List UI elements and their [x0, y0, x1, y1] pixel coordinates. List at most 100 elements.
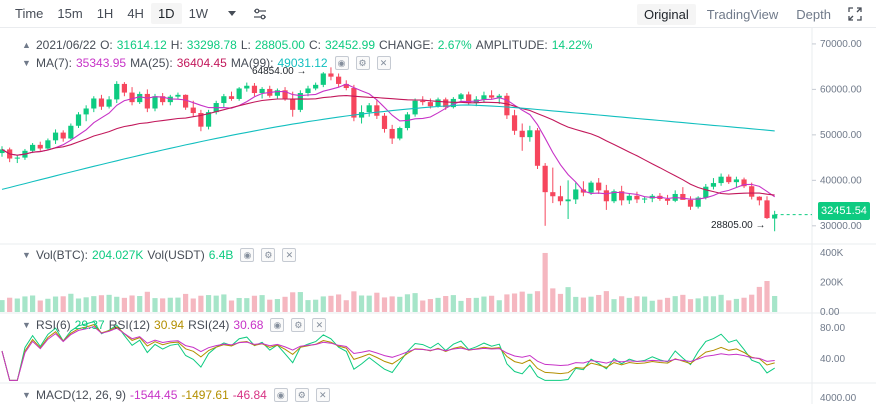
rsi6-line [1, 321, 775, 381]
timeframe-4h[interactable]: 4H [127, 6, 144, 21]
tab-depth[interactable]: Depth [796, 6, 831, 22]
price-axis-label: 40000.00 [820, 175, 862, 186]
candle-body [680, 193, 686, 200]
volume-bar [580, 297, 586, 312]
close-icon[interactable]: ✕ [376, 56, 391, 70]
candle-body [527, 130, 533, 138]
volume-bar [297, 292, 303, 312]
timeframe-1h[interactable]: 1H [96, 6, 114, 21]
visibility-eye-icon[interactable]: ◉ [270, 318, 285, 332]
tab-original[interactable]: Original [636, 3, 696, 25]
collapse-caret-icon[interactable]: ▼ [22, 390, 31, 400]
candle-body [160, 96, 166, 103]
volume-bar [228, 300, 235, 312]
volume-bar [320, 296, 326, 312]
change-label: CHANGE: [379, 38, 434, 52]
indicator-settings-icon[interactable] [249, 3, 271, 25]
candle-body [175, 94, 181, 97]
high-label: H: [170, 38, 183, 52]
volume-bar [37, 300, 43, 312]
timeframe-1w[interactable]: 1W [188, 6, 209, 21]
candle-body [0, 149, 5, 154]
expand-icon[interactable] [842, 3, 868, 25]
volume-bar [756, 286, 762, 312]
volume-bar [274, 299, 280, 312]
volume-bar [680, 294, 686, 312]
volume-bar [14, 298, 20, 312]
timeframe-1d[interactable]: 1D [150, 3, 182, 24]
volume-bar [772, 295, 778, 312]
settings-gear-icon[interactable]: ⚙ [291, 318, 306, 332]
volume-bar [534, 291, 541, 312]
close-icon[interactable]: ✕ [315, 388, 330, 402]
candle-body [626, 195, 632, 201]
macd-value-1: -1544.45 [130, 388, 178, 402]
volume-bar [527, 293, 533, 312]
volume-bar [52, 296, 59, 312]
collapse-caret-icon[interactable]: ▲ [22, 40, 31, 50]
volume-bar [726, 300, 732, 312]
candle-body [190, 107, 196, 114]
high-value: 33298.78 [186, 38, 237, 52]
candle-body [726, 176, 732, 183]
volume-bar [404, 294, 411, 312]
visibility-eye-icon[interactable]: ◉ [273, 388, 288, 402]
candle-body [205, 112, 212, 127]
candle-body [772, 214, 778, 219]
candle-body [573, 189, 579, 200]
amplitude-value: 14.22% [551, 38, 593, 52]
candle-body [60, 132, 66, 139]
rsi12-value: 30.94 [154, 318, 185, 332]
close-icon[interactable]: ✕ [282, 248, 297, 262]
collapse-caret-icon[interactable]: ▼ [22, 58, 31, 68]
ma7-line [1, 83, 776, 200]
volume-bar [504, 294, 510, 312]
ma25-line [1, 95, 775, 196]
volume-axis-label: 0.00 [820, 307, 840, 318]
dropdown-triangle-icon[interactable] [221, 3, 243, 25]
close-icon[interactable]: ✕ [312, 318, 327, 332]
rsi-axis-label: 80.00 [820, 323, 845, 334]
tab-tradingview[interactable]: TradingView [706, 6, 779, 22]
volume-bar [389, 296, 395, 312]
timeframe-15m[interactable]: 15m [57, 6, 83, 21]
volume-bar [481, 296, 487, 312]
volume-bar [550, 288, 556, 312]
close-value: 32452.99 [324, 38, 375, 52]
volume-bar [603, 291, 609, 312]
candle-body [358, 112, 365, 118]
volume-bar [183, 293, 189, 312]
candle-body [511, 115, 518, 131]
visibility-eye-icon[interactable]: ◉ [240, 248, 255, 262]
volume-bar [114, 296, 120, 312]
volume-bar [450, 295, 456, 312]
volume-bar [160, 298, 166, 312]
volume-bar [328, 295, 334, 312]
price-chart[interactable]: 70000.00 60000.00 50000.00 40000.00 30000.00… [0, 28, 876, 404]
collapse-caret-icon[interactable]: ▼ [22, 250, 31, 260]
low-value: 28805.00 [254, 38, 305, 52]
volume-bar [588, 296, 594, 312]
collapse-caret-icon[interactable]: ▼ [22, 320, 31, 330]
candle-body [183, 94, 189, 108]
volume-bar [152, 298, 158, 312]
macd-label: MACD(12, 26, 9) [36, 388, 127, 402]
timeframe-selector: Time 15m 1H 4H 1D 1W [0, 3, 215, 24]
candle-body [236, 88, 242, 99]
candle-body [664, 198, 671, 201]
visibility-eye-icon[interactable]: ◉ [334, 56, 349, 70]
ma99-line [1, 104, 775, 190]
rsi12-label: RSI(12) [108, 318, 151, 332]
timeframe-time[interactable]: Time [15, 6, 44, 21]
candle-body [389, 128, 395, 139]
volume-bar [221, 294, 227, 312]
settings-gear-icon[interactable]: ⚙ [355, 56, 370, 70]
candle-body [366, 105, 372, 113]
candle-body [496, 95, 502, 98]
ma99-label: MA(99): [230, 56, 274, 70]
settings-gear-icon[interactable]: ⚙ [294, 388, 309, 402]
price-axis-label: 50000.00 [820, 130, 862, 141]
candle-body [144, 93, 150, 109]
settings-gear-icon[interactable]: ⚙ [261, 248, 276, 262]
candle-body [251, 85, 258, 94]
